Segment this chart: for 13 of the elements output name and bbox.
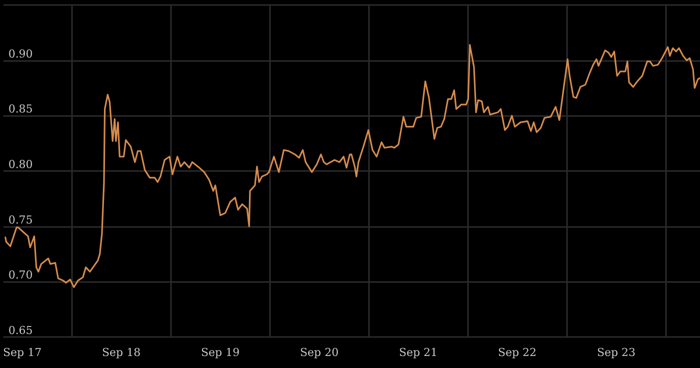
y-tick-label: 0.85: [8, 102, 33, 116]
y-tick-label: 0.90: [8, 47, 33, 60]
y-tick-label: 0.70: [8, 268, 33, 282]
x-tick-label: Sep 23: [596, 346, 636, 359]
y-tick-label: 0.80: [8, 158, 33, 171]
x-tick-label: Sep 18: [102, 346, 141, 359]
x-tick-label: Sep 19: [200, 346, 240, 359]
x-tick-label: Sep 17: [2, 346, 42, 359]
x-tick-label: Sep 21: [398, 346, 438, 359]
x-tick-label: Sep 22: [498, 346, 537, 359]
y-tick-label: 0.75: [8, 213, 33, 226]
x-tick-label: Sep 20: [300, 346, 339, 359]
y-tick-label: 0.65: [8, 324, 33, 337]
